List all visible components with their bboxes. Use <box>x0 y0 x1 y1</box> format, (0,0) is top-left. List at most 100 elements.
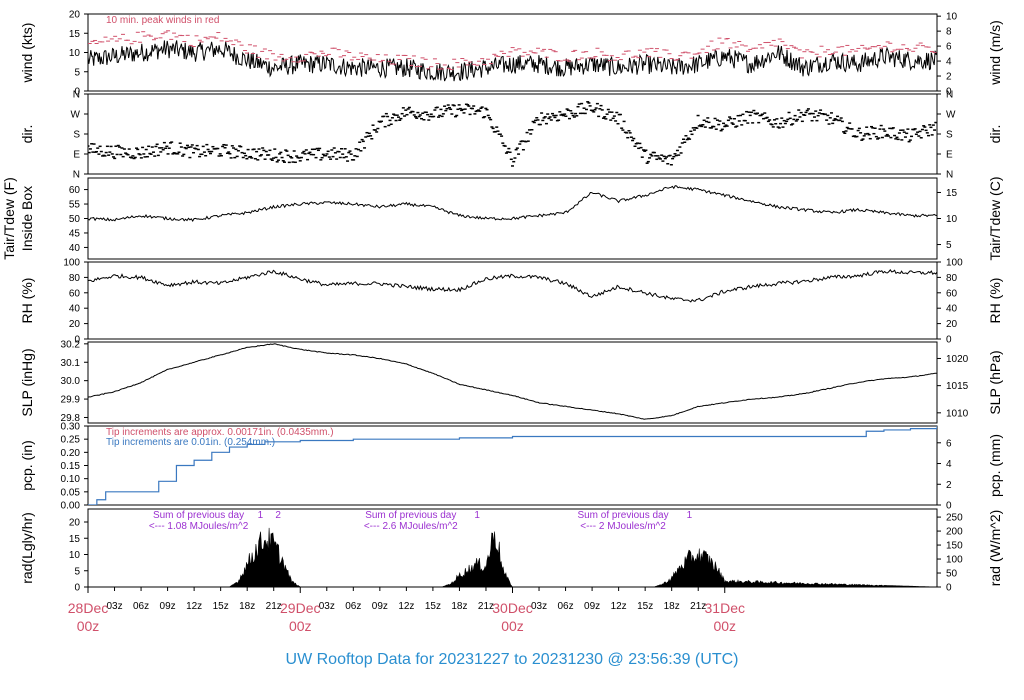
left-tick-label: 15 <box>69 29 81 40</box>
air-temperature-plot <box>88 185 937 222</box>
x-tick-label: 09z <box>372 601 388 612</box>
radiation-plot <box>88 527 937 587</box>
direction-plot <box>88 101 937 167</box>
left-tick-label: 5 <box>74 566 80 577</box>
precipitation-plot <box>88 426 937 505</box>
relative-humidity-panel: 0 20 40 60 80 100 0 20 40 60 80 100 RH (%) RH (%) <box>19 258 1003 346</box>
right-tick-label: 60 <box>946 288 958 299</box>
sea-level-pressure-frame <box>87 341 938 424</box>
x-tick-label: 09z <box>584 601 600 612</box>
x-tick-label: 12z <box>398 601 414 612</box>
y-axis-title-right: wind (m/s) <box>987 20 1003 86</box>
left-tick-label: 0 <box>74 583 80 594</box>
x-tick-label: 09z <box>160 601 176 612</box>
right-tick-label: 0 <box>946 335 952 346</box>
precipitation-panel: 0.00 0.05 0.10 0.15 0.20 0.25 0.30 0 2 4 6 pcp. (in… <box>19 422 1003 512</box>
x-tick-label: 06z <box>133 601 149 612</box>
y-axis-title-right: dir. <box>987 125 1003 144</box>
sea-level-pressure-plot <box>88 343 937 420</box>
x-day-hour-label: 00z <box>77 618 100 634</box>
x-tick-label: 15z <box>637 601 653 612</box>
radiation-peak-label: 1 <box>258 510 264 521</box>
right-tick-label: 10 <box>946 214 958 225</box>
x-tick-label: 12z <box>611 601 627 612</box>
right-tick-label: 4 <box>946 459 952 470</box>
y-axis-title-right: rad (W/m^2) <box>987 510 1003 587</box>
radiation-note: Sum of previous day <box>153 510 244 521</box>
right-tick-label: 50 <box>946 569 958 580</box>
radiation-note: Sum of previous day <box>577 510 668 521</box>
right-tick-label: N <box>946 170 953 181</box>
x-day-label: 30Dec <box>492 600 532 616</box>
right-tick-label: N <box>946 90 953 101</box>
left-tick-label: 45 <box>69 228 81 239</box>
left-tick-label: 60 <box>69 185 81 196</box>
air-temperature-panel: 40 45 50 55 60 5 10 15 Tair/Tdew (F) Inside Box Ta… <box>1 176 1003 260</box>
x-axis: 03z 06z 09z 12z 15z 18z 21z 03z 06z 09z 12z 15z 18z 2… <box>68 587 745 634</box>
left-tick-label: 50 <box>69 214 81 225</box>
left-tick-label: 0.25 <box>61 435 81 446</box>
right-tick-label: 0 <box>946 583 952 594</box>
radiation-peak-label: 1 <box>474 510 480 521</box>
x-day-hour-label: 00z <box>289 618 312 634</box>
x-tick-label: 21z <box>266 601 282 612</box>
x-tick-label: 21z <box>690 601 706 612</box>
right-tick-label: 8 <box>946 27 952 38</box>
precip-note-2: Tip increments are 0.01in. (0.254mm.) <box>106 437 275 448</box>
wind-panel: 0 5 10 15 20 0 2 4 6 8 10 wind (kts) wind (m/s) 10 mi… <box>19 10 1003 98</box>
x-day-hour-label: 00z <box>501 618 524 634</box>
left-tick-label: 29.8 <box>61 413 81 424</box>
left-tick-label: 100 <box>63 258 80 269</box>
chart-title: UW Rooftop Data for 20231227 to 20231230… <box>286 651 739 668</box>
left-tick-label: N <box>73 90 80 101</box>
x-tick-label: 06z <box>558 601 574 612</box>
left-tick-label: 30.1 <box>61 358 81 369</box>
x-tick-label: 21z <box>478 601 494 612</box>
right-tick-label: 1020 <box>946 354 969 365</box>
left-tick-label: N <box>73 170 80 181</box>
right-tick-label: 6 <box>946 438 952 449</box>
x-tick-label: 18z <box>239 601 255 612</box>
radiation-area <box>88 527 937 587</box>
left-tick-label: 0.00 <box>61 501 81 512</box>
left-tick-label: 5 <box>74 67 80 78</box>
right-tick-label: 100 <box>946 555 963 566</box>
air-temperature-line <box>88 185 937 222</box>
x-tick-label: 15z <box>425 601 441 612</box>
right-tick-label: 2 <box>946 480 952 491</box>
right-tick-label: 2 <box>946 72 952 83</box>
radiation-peak-label: 2 <box>275 510 281 521</box>
left-tick-label: W <box>71 110 81 121</box>
y-axis-title-right: pcp. (mm) <box>987 434 1003 497</box>
left-tick-label: 30.2 <box>61 339 81 350</box>
x-day-label: 29Dec <box>280 600 320 616</box>
y-axis-title: RH (%) <box>19 278 35 324</box>
y-axis-title: Tair/Tdew (F) <box>1 177 17 259</box>
sea-level-pressure-line <box>88 343 937 420</box>
right-tick-label: 10 <box>946 12 958 23</box>
relative-humidity-frame <box>87 261 938 340</box>
right-tick-label: 1010 <box>946 408 969 419</box>
y-axis-title: pcp. (in) <box>19 440 35 491</box>
left-tick-label: 80 <box>69 273 81 284</box>
left-tick-label: 29.9 <box>61 395 81 406</box>
x-tick-label: 03z <box>531 601 547 612</box>
right-tick-label: 5 <box>946 240 952 251</box>
wind-plot <box>88 30 937 82</box>
left-tick-label: 0.30 <box>61 422 81 433</box>
left-tick-label: 0.10 <box>61 474 81 485</box>
left-tick-label: 10 <box>69 550 81 561</box>
wind-line <box>88 40 937 82</box>
right-tick-label: 20 <box>946 319 958 330</box>
right-tick-label: 40 <box>946 304 958 315</box>
x-tick-label: 03z <box>319 601 335 612</box>
right-tick-label: 15 <box>946 188 958 199</box>
right-tick-label: 1015 <box>946 381 969 392</box>
radiation-note-sum: <--- 1.08 MJoules/m^2 <box>149 521 249 532</box>
right-tick-label: 80 <box>946 273 958 284</box>
x-day-label: 28Dec <box>68 600 108 616</box>
left-tick-label: 20 <box>69 10 81 21</box>
right-tick-label: 200 <box>946 527 963 538</box>
wind-note: 10 min. peak winds in red <box>106 15 219 26</box>
